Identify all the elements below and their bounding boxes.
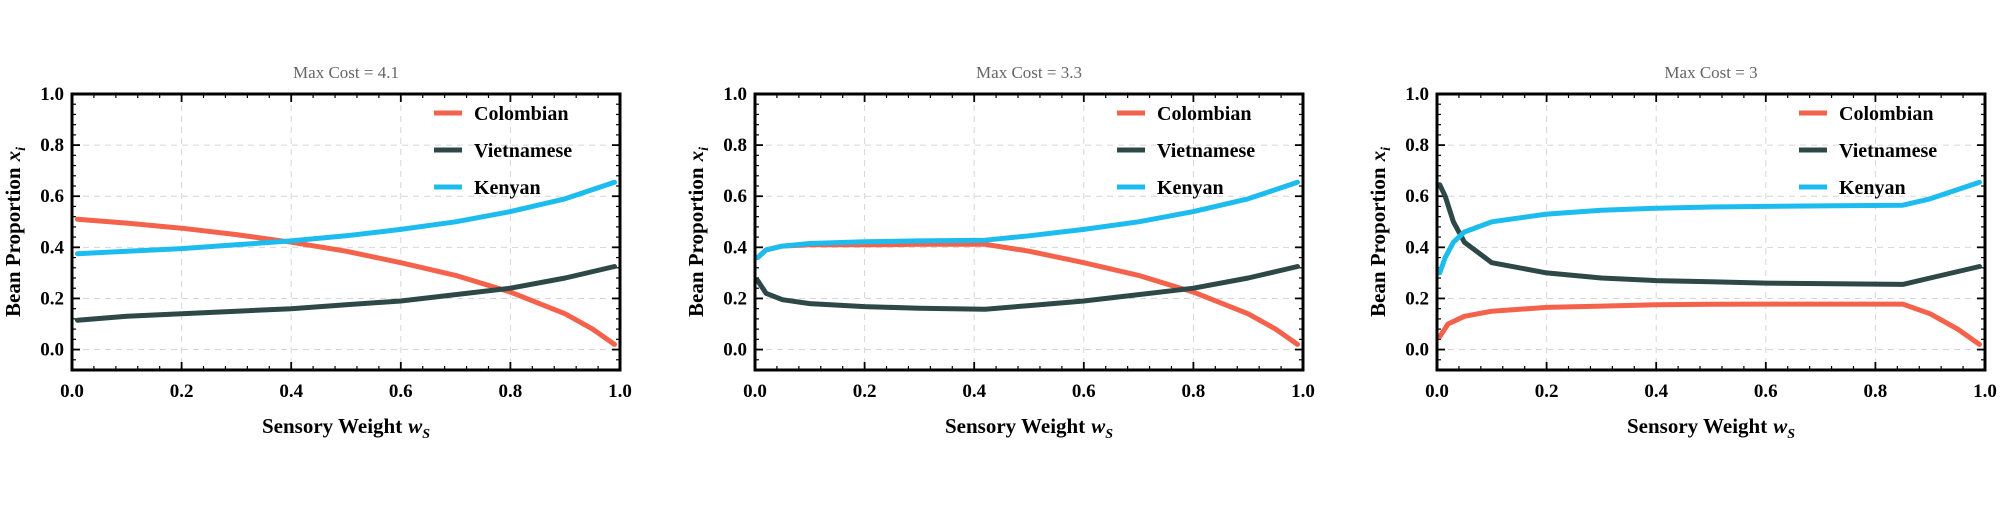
legend-label-kenyan: Kenyan (474, 177, 541, 199)
y-tick-label: 1.0 (40, 84, 64, 105)
series-line-vietnamese (75, 264, 617, 323)
y-tick-label: 0.6 (1405, 186, 1429, 207)
y-tick-label: 1.0 (1405, 84, 1429, 105)
legend-label-colombian: Colombian (1157, 103, 1251, 125)
series-line-kenyan (75, 179, 617, 257)
x-tick-label: 0.8 (1182, 381, 1206, 402)
x-axis-label: Sensory Weight wS (945, 414, 1113, 442)
x-axis-label-text: Sensory Weight (1627, 414, 1767, 438)
x-axis-label-sub: S (422, 427, 430, 442)
legend: Colombian Vietnamese Kenyan (434, 103, 572, 199)
x-axis-label-var: w (408, 414, 423, 438)
x-tick-label: 0.4 (962, 381, 986, 402)
series-line-colombian (755, 241, 1300, 347)
y-axis-label-text: Bean Proportion (1, 167, 25, 317)
legend: Colombian Vietnamese Kenyan (1799, 103, 1937, 199)
x-axis-label-sub: S (1787, 427, 1795, 442)
y-tick-label: 0.8 (1405, 135, 1429, 156)
x-axis-label-text: Sensory Weight (262, 414, 402, 438)
legend-label-colombian: Colombian (474, 103, 568, 125)
y-tick-label: 0.0 (723, 340, 747, 361)
y-axis-label: Bean Proportion xi (684, 147, 712, 317)
y-axis-label: Bean Proportion xi (1366, 147, 1394, 317)
x-tick-label: 0.0 (743, 381, 767, 402)
legend-label-colombian: Colombian (1839, 103, 1933, 125)
x-axis-label-sub: S (1105, 427, 1113, 442)
y-tick-label: 0.2 (723, 288, 747, 309)
series-line-colombian (75, 216, 617, 347)
x-tick-label: 1.0 (1973, 381, 1997, 402)
chart-panel-3: Max Cost = 3 0.0 0.2 0.4 0.6 0.8 1.0 0.0 0.2 0.4 0… (1366, 63, 1997, 442)
y-axis-label-var: x (684, 151, 708, 163)
chart-panel-2: Max Cost = 3.3 0.0 0.2 0.4 0.6 0.8 1.0 0.0 0.2 0.… (684, 63, 1315, 442)
y-axis-label-sub: i (697, 147, 712, 151)
y-tick-label: 0.2 (1405, 288, 1429, 309)
x-axis-label: Sensory Weight wS (1627, 414, 1795, 442)
legend-label-kenyan: Kenyan (1839, 177, 1906, 199)
legend-label-vietnamese: Vietnamese (1839, 140, 1937, 162)
y-tick-label: 0.6 (723, 186, 747, 207)
x-tick-label: 0.4 (279, 381, 303, 402)
x-tick-label: 0.2 (170, 381, 194, 402)
y-axis-label-text: Bean Proportion (684, 167, 708, 317)
x-tick-label: 0.6 (389, 381, 413, 402)
y-tick-label: 0.2 (40, 288, 64, 309)
legend-label-kenyan: Kenyan (1157, 177, 1224, 199)
x-axis-label: Sensory Weight wS (262, 414, 430, 442)
x-tick-label: 0.6 (1072, 381, 1096, 402)
plot-frame (70, 92, 622, 372)
x-tick-label: 0.8 (499, 381, 523, 402)
x-axis-label-text: Sensory Weight (945, 414, 1085, 438)
series-line-kenyan (1437, 179, 1982, 276)
legend-label-vietnamese: Vietnamese (1157, 140, 1255, 162)
x-axis-label-var: w (1773, 414, 1788, 438)
y-tick-label: 0.4 (723, 237, 747, 258)
y-tick-label: 0.4 (1405, 237, 1429, 258)
plot-frame (1435, 92, 1987, 372)
x-axis-label-var: w (1091, 414, 1106, 438)
y-tick-label: 0.4 (40, 237, 64, 258)
y-tick-label: 0.8 (723, 135, 747, 156)
x-tick-label: 0.8 (1864, 381, 1888, 402)
y-tick-label: 0.0 (1405, 340, 1429, 361)
y-tick-label: 1.0 (723, 84, 747, 105)
y-axis-label-text: Bean Proportion (1366, 167, 1390, 317)
legend: Colombian Vietnamese Kenyan (1117, 103, 1255, 199)
x-tick-label: 0.4 (1644, 381, 1668, 402)
x-tick-label: 1.0 (608, 381, 632, 402)
chart-title: Max Cost = 3 (1664, 63, 1757, 82)
chart-panel-1: Max Cost = 4.1 0.0 0.2 0.4 0.6 0.8 1.0 0.0 0.2 0.… (1, 63, 632, 442)
y-tick-label: 0.8 (40, 135, 64, 156)
series-line-vietnamese (755, 264, 1300, 312)
legend-label-vietnamese: Vietnamese (474, 140, 572, 162)
series-line-vietnamese (1437, 182, 1982, 287)
x-tick-label: 0.0 (1425, 381, 1449, 402)
x-tick-label: 0.2 (853, 381, 877, 402)
chart-title: Max Cost = 3.3 (976, 63, 1082, 82)
x-tick-label: 1.0 (1291, 381, 1315, 402)
y-tick-label: 0.6 (40, 186, 64, 207)
series-line-kenyan (755, 179, 1300, 261)
y-axis-label: Bean Proportion xi (1, 147, 29, 317)
x-tick-label: 0.2 (1535, 381, 1559, 402)
chart-title: Max Cost = 4.1 (293, 63, 399, 82)
plot-frame (753, 92, 1305, 372)
y-axis-label-sub: i (14, 147, 29, 151)
y-axis-label-var: x (1, 151, 25, 163)
y-tick-label: 0.0 (40, 340, 64, 361)
y-axis-label-var: x (1366, 151, 1390, 163)
x-tick-label: 0.6 (1754, 381, 1778, 402)
series-line-colombian (1437, 301, 1982, 347)
x-tick-label: 0.0 (60, 381, 84, 402)
y-axis-label-sub: i (1379, 147, 1394, 151)
